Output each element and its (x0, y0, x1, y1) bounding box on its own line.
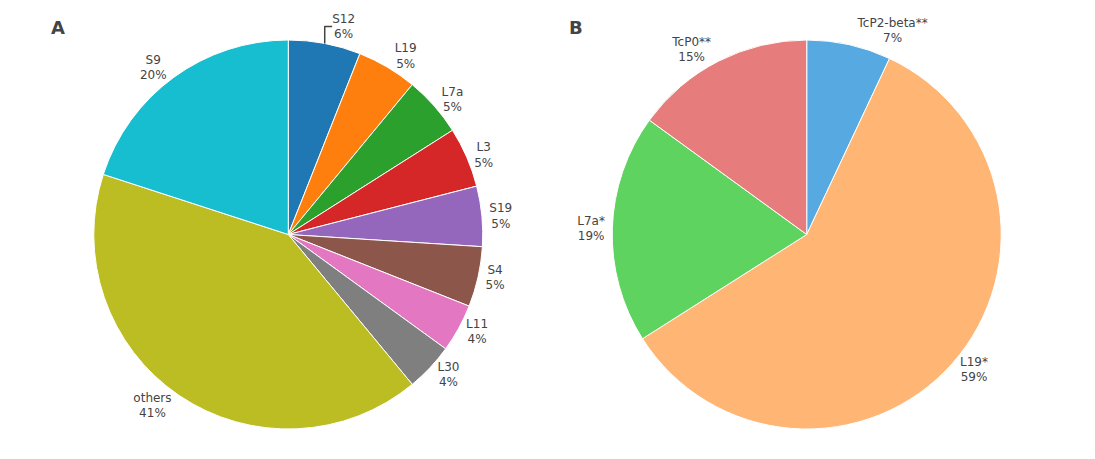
svg-text:S195%: S195% (489, 201, 512, 231)
svg-text:L114%: L114% (466, 317, 488, 347)
svg-text:S126%: S126% (332, 12, 355, 42)
svg-text:others41%: others41% (133, 391, 171, 421)
svg-text:TcP0**15%: TcP0**15% (671, 35, 711, 65)
svg-text:L7a5%: L7a5% (442, 85, 464, 115)
svg-text:S920%: S920% (140, 53, 167, 83)
svg-text:TcP2-beta**7%: TcP2-beta**7% (857, 16, 928, 46)
svg-text:L304%: L304% (437, 360, 459, 390)
svg-text:L35%: L35% (474, 140, 493, 170)
svg-text:L19*59%: L19*59% (960, 355, 988, 385)
svg-text:A: A (51, 17, 65, 38)
svg-text:L195%: L195% (395, 41, 417, 71)
svg-text:S45%: S45% (485, 263, 504, 293)
svg-text:B: B (569, 17, 583, 38)
svg-text:L7a*19%: L7a*19% (577, 214, 605, 244)
